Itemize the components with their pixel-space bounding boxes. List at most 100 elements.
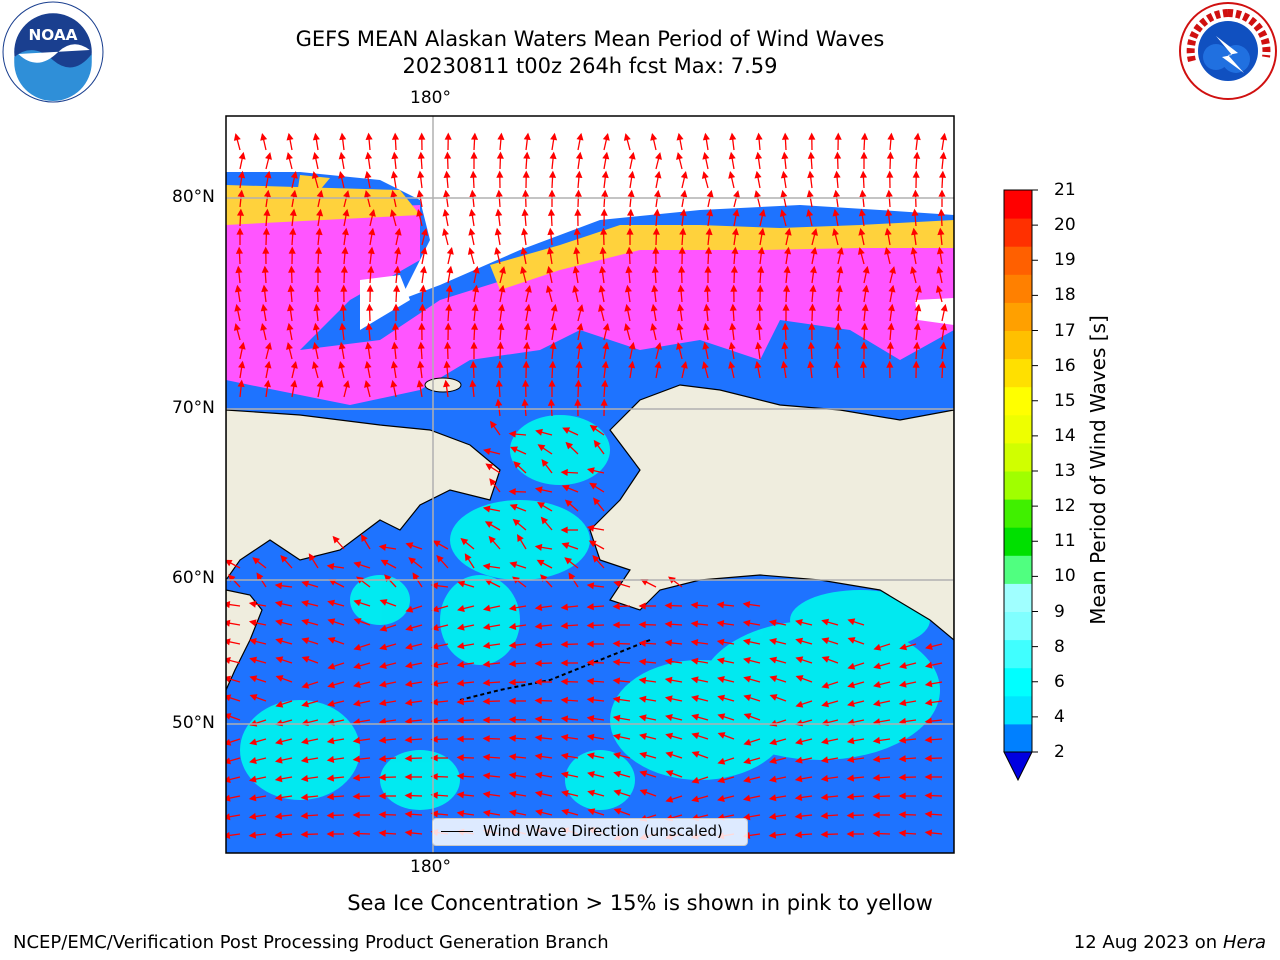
wind-arrow-head: [678, 246, 686, 254]
wind-arrow-head: [782, 284, 791, 292]
wind-arrow-head: [624, 303, 632, 312]
wind-arrow-head: [275, 675, 284, 682]
wind-arrow-head: [353, 561, 362, 569]
wind-arrow-head: [780, 189, 788, 198]
wind-arrow-head: [873, 681, 881, 688]
colorbar-segment: [1004, 639, 1032, 669]
wind-arrow-head: [873, 643, 882, 651]
wind-arrow-head: [445, 284, 453, 293]
wind-arrow-head: [886, 151, 894, 159]
wind-arrow-head: [365, 322, 373, 330]
wind-arrow-head: [508, 753, 517, 761]
wind-arrow-head: [404, 754, 412, 762]
wind-arrow-head: [912, 170, 920, 178]
wind-arrow-head: [706, 208, 714, 217]
wind-arrow-head: [495, 208, 503, 217]
wind-arrow-head: [755, 132, 763, 140]
colorbar-tick-label: 19: [1054, 250, 1076, 271]
footer-date-text: 12 Aug 2023 on: [1073, 932, 1218, 953]
wind-arrow-head: [338, 151, 346, 160]
wind-arrow-head: [794, 812, 803, 820]
wind-arrow-head: [226, 713, 232, 720]
wind-arrow-head: [820, 737, 829, 745]
wind-arrow-head: [521, 398, 529, 406]
wind-arrow-head: [489, 478, 497, 487]
wind-arrow-head: [262, 227, 270, 235]
wind-arrow-head: [280, 555, 288, 563]
wind-arrow-head: [755, 322, 763, 330]
wind-arrow-head: [703, 284, 712, 292]
wind-arrow-head: [326, 811, 334, 819]
wind-arrow-head: [717, 776, 726, 784]
wind-arrow-head: [265, 342, 272, 350]
wind-arrow-head: [416, 189, 424, 198]
wind-arrow-head: [286, 132, 294, 141]
wind-arrow-head: [249, 757, 257, 764]
wind-arrow-head: [236, 227, 244, 235]
wind-arrow-head: [548, 379, 556, 387]
wind-arrow-head: [520, 266, 527, 274]
lon-label-top: 180°: [410, 88, 451, 108]
wind-arrow-head: [690, 601, 698, 609]
wind-arrow-head: [769, 638, 777, 645]
wind-arrow-head: [601, 360, 609, 369]
wind-arrow-head: [495, 398, 503, 407]
wind-arrow-head: [520, 246, 528, 255]
wind-arrow-head: [482, 679, 490, 687]
wind-arrow-head: [456, 735, 464, 743]
wind-arrow-head: [795, 700, 804, 708]
wind-arrow-head: [260, 132, 268, 141]
wind-arrow-head: [862, 265, 870, 274]
wind-arrow-head: [690, 639, 699, 647]
wind-arrow-head: [859, 360, 868, 368]
colorbar-segment: [1004, 386, 1032, 416]
colorbar-tick-label: 13: [1054, 461, 1076, 481]
wind-arrow-head: [548, 189, 556, 197]
wind-arrow-head: [496, 360, 504, 368]
wind-arrow-head: [705, 227, 713, 236]
wind-arrow-head: [508, 734, 516, 742]
wind-arrow-head: [289, 208, 297, 217]
wind-arrow-head: [873, 662, 882, 670]
wind-arrow-head: [846, 774, 855, 782]
wind-arrow-head: [290, 189, 298, 198]
wind-arrow-head: [234, 303, 242, 312]
wind-arrow-head: [235, 246, 244, 254]
wind-arrow-head: [326, 830, 334, 838]
wind-arrow-head: [546, 265, 554, 274]
wind-arrow-head: [858, 208, 866, 217]
wind-arrow-head: [226, 619, 231, 627]
wind-arrow-head: [936, 265, 944, 274]
wind-arrow-head: [780, 170, 788, 179]
wind-arrow-head: [312, 341, 320, 350]
wind-arrow-head: [940, 322, 948, 331]
wind-arrow-head: [290, 360, 298, 369]
wind-arrow-head: [898, 699, 907, 707]
wind-arrow-head: [653, 208, 661, 216]
wind-arrow-head: [364, 380, 371, 388]
wind-arrow-head: [444, 132, 452, 140]
noaa-logo-icon: NOAA: [2, 1, 104, 103]
wind-arrow-head: [729, 132, 737, 141]
wind-arrow-head: [560, 526, 568, 534]
wind-arrow-head: [743, 713, 752, 720]
wind-arrow-head: [836, 246, 844, 255]
wind-arrow-head: [561, 542, 570, 549]
wind-arrow-head: [264, 170, 272, 179]
wind-arrow-head: [938, 189, 946, 197]
wind-arrow-head: [522, 360, 530, 368]
wind-arrow-head: [575, 170, 583, 178]
wind-arrow-head: [380, 559, 389, 567]
wind-arrow-head: [547, 227, 555, 236]
chart-title: GEFS MEAN Alaskan Waters Mean Period of …: [295, 27, 885, 51]
wind-arrow-head: [743, 738, 752, 746]
wind-arrow-head: [456, 660, 465, 668]
colorbar-segment: [1004, 583, 1032, 612]
wind-arrow-head: [924, 698, 933, 706]
wind-arrow-head: [691, 695, 699, 702]
wind-arrow-head: [586, 677, 594, 685]
wind-arrow-head: [847, 637, 856, 644]
wind-arrow-head: [378, 811, 386, 819]
wind-arrow-head: [316, 208, 324, 217]
wind-arrow-head: [378, 792, 386, 800]
